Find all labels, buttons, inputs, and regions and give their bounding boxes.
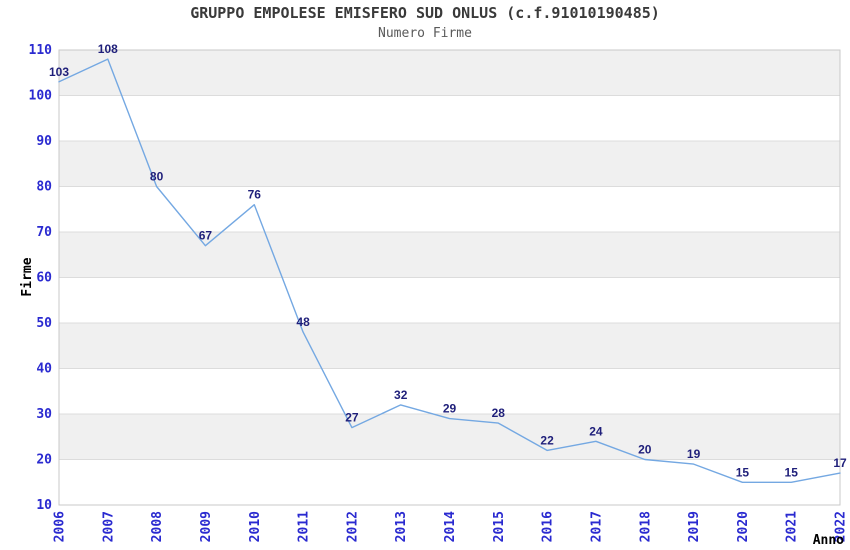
data-point-label: 24 (589, 424, 603, 438)
plot-band (59, 414, 840, 460)
chart-title: GRUPPO EMPOLESE EMISFERO SUD ONLUS (c.f.… (190, 4, 660, 22)
y-tick-label: 100 (29, 89, 53, 104)
data-point-label: 80 (150, 170, 164, 184)
x-tick-label: 2007 (101, 511, 116, 542)
data-point-label: 67 (199, 229, 213, 243)
data-point-label: 32 (394, 388, 408, 402)
x-tick-label: 2019 (687, 511, 702, 542)
data-point-label: 27 (345, 411, 359, 425)
x-tick-label: 2013 (394, 511, 409, 542)
data-point-label: 15 (736, 465, 750, 479)
chart-subtitle: Numero Firme (378, 26, 472, 41)
x-tick-label: 2008 (150, 511, 165, 542)
data-point-label: 29 (443, 402, 457, 416)
x-tick-label: 2010 (248, 511, 263, 542)
data-point-label: 17 (833, 456, 847, 470)
plot-band (59, 323, 840, 369)
x-tick-label: 2016 (541, 511, 556, 542)
x-tick-label: 2014 (443, 511, 458, 542)
y-tick-label: 60 (36, 271, 52, 286)
y-axis-title: Firme (20, 257, 35, 296)
data-point-label: 19 (687, 447, 701, 461)
series-line (58, 58, 841, 483)
y-tick-label: 80 (36, 180, 52, 195)
y-tick-label: 50 (36, 316, 52, 331)
y-tick-label: 110 (29, 43, 53, 58)
x-tick-label: 2015 (492, 511, 507, 542)
x-tick-label: 2011 (297, 511, 312, 542)
data-point-label: 15 (785, 465, 799, 479)
x-tick-label: 2020 (736, 511, 751, 542)
x-tick-label: 2006 (53, 511, 68, 542)
plot-band (59, 232, 840, 278)
y-tick-label: 20 (36, 453, 52, 468)
y-tick-label: 70 (36, 225, 52, 240)
plot-band (59, 50, 840, 96)
x-tick-label: 2018 (638, 511, 653, 542)
y-tick-label: 40 (36, 362, 52, 377)
data-point-label: 22 (540, 433, 554, 447)
y-tick-label: 10 (36, 498, 52, 513)
data-point-label: 28 (492, 406, 506, 420)
plot-band (59, 141, 840, 187)
x-tick-label: 2021 (785, 511, 800, 542)
data-point-label: 20 (638, 443, 652, 457)
data-point-label: 108 (98, 42, 118, 56)
y-tick-label: 30 (36, 407, 52, 422)
x-axis-title: Anno (813, 533, 844, 548)
x-tick-label: 2022 (834, 511, 849, 542)
x-tick-label: 2017 (589, 511, 604, 542)
y-tick-label: 90 (36, 134, 52, 149)
data-point-label: 76 (248, 188, 262, 202)
x-tick-label: 2009 (199, 511, 214, 542)
plot-border (58, 49, 841, 506)
x-tick-label: 2012 (345, 511, 360, 542)
data-point-label: 48 (296, 315, 310, 329)
data-point-label: 103 (49, 65, 69, 79)
